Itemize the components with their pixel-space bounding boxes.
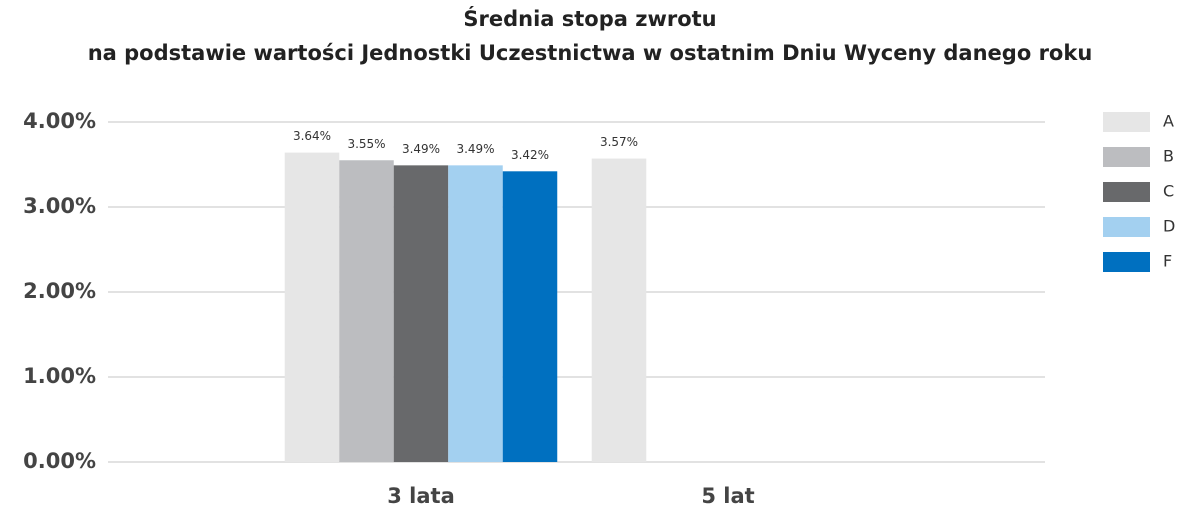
legend-swatch [1103,147,1150,167]
chart-subtitle: na podstawie wartości Jednostki Uczestni… [88,41,1093,65]
y-tick-label: 2.00% [23,279,96,303]
y-tick-label: 3.00% [23,194,96,218]
legend-label: F [1163,252,1172,271]
bar [393,165,449,462]
legend-label: D [1163,217,1175,236]
chart-title: Średnia stopa zwrotu [463,6,716,31]
bar [502,171,558,463]
data-label: 3.64% [293,129,331,143]
data-label: 3.57% [600,135,638,149]
y-tick-label: 4.00% [23,109,96,133]
bar [448,165,503,462]
bar [339,160,394,462]
legend-label: C [1163,182,1174,201]
x-tick-label: 5 lat [701,484,754,508]
data-label: 3.49% [456,142,494,156]
legend-label: A [1163,112,1174,131]
x-tick-label: 3 lata [387,484,455,508]
legend-swatch [1103,252,1150,272]
y-tick-label: 0.00% [23,449,96,473]
bar [284,152,340,462]
legend-label: B [1163,147,1174,166]
data-label: 3.49% [402,142,440,156]
legend-swatch [1103,217,1150,237]
y-tick-label: 1.00% [23,364,96,388]
legend-swatch [1103,112,1150,132]
bar [591,158,647,463]
data-label: 3.42% [511,148,549,162]
legend-swatch [1103,182,1150,202]
data-label: 3.55% [347,137,385,151]
